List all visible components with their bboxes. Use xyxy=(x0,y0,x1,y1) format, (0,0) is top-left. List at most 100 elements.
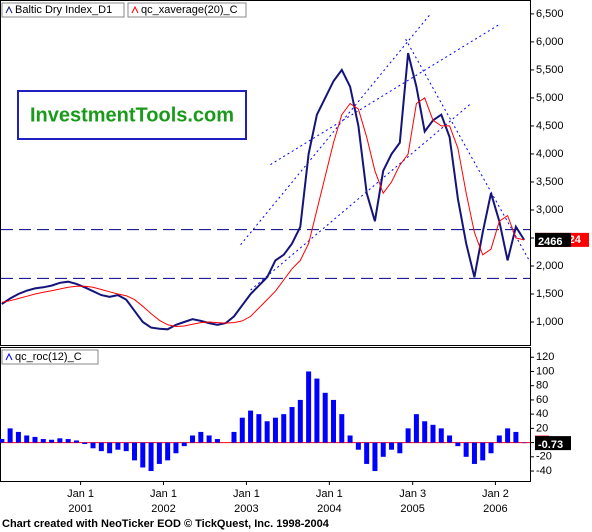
roc-bar xyxy=(355,442,361,450)
y-tick-label: 20 xyxy=(536,422,548,434)
roc-bar xyxy=(0,439,5,443)
x-tick-label: Jan 1 xyxy=(316,488,343,500)
roc-bar xyxy=(15,431,21,443)
series-line xyxy=(1,97,525,328)
roc-bar xyxy=(198,431,204,443)
roc-bar xyxy=(438,428,444,443)
x-tick-year: 2003 xyxy=(234,503,258,515)
x-tick-label: Jan 1 xyxy=(233,488,260,500)
x-tick-year: 2006 xyxy=(483,503,507,515)
roc-bar xyxy=(239,417,245,443)
roc-bar xyxy=(32,436,38,443)
roc-bar xyxy=(40,439,46,443)
roc-bar xyxy=(372,442,378,472)
y-tick-label: 100 xyxy=(536,365,554,377)
roc-bar xyxy=(173,442,179,454)
legend-label: Baltic Dry Index_D1 xyxy=(15,4,112,16)
x-tick-year: 2002 xyxy=(151,503,175,515)
roc-bar xyxy=(447,435,453,443)
roc-bar xyxy=(90,442,96,449)
roc-bar xyxy=(73,440,79,443)
roc-bar xyxy=(389,442,395,450)
roc-bar xyxy=(231,431,237,443)
roc-bar xyxy=(430,424,436,443)
y-tick-label: 60 xyxy=(536,394,548,406)
main-panel xyxy=(0,0,531,346)
x-tick-label: Jan 1 xyxy=(150,488,177,500)
roc-bar xyxy=(405,428,411,443)
x-tick-year: 2005 xyxy=(400,503,424,515)
y-tick-label: 120 xyxy=(536,351,554,363)
legend-box xyxy=(1,2,125,18)
roc-bar xyxy=(281,414,287,443)
roc-bar xyxy=(422,421,428,443)
roc-bar xyxy=(156,442,162,464)
legend-icon xyxy=(5,352,13,361)
roc-bar xyxy=(214,439,220,443)
roc-bar xyxy=(364,442,370,464)
y-tick-label: 5,500 xyxy=(536,64,564,76)
roc-bar xyxy=(488,442,494,454)
last-value-tag xyxy=(535,232,571,247)
y-tick-label: 6,500 xyxy=(536,8,564,20)
legend-icon xyxy=(131,5,139,14)
roc-bar xyxy=(248,410,254,443)
y-tick-label: 1,000 xyxy=(536,316,564,328)
x-tick-label: Jan 2 xyxy=(482,488,509,500)
roc-bar xyxy=(463,442,469,457)
roc-bar xyxy=(521,442,527,444)
y-tick-label: 6,000 xyxy=(536,36,564,48)
y-tick-label: 4,000 xyxy=(536,148,564,160)
roc-bar xyxy=(165,442,171,461)
roc-bar xyxy=(505,428,511,443)
last-value-tag xyxy=(535,436,571,451)
legend-label: qc_xaverage(20)_C xyxy=(141,4,238,16)
roc-bar xyxy=(297,399,303,443)
roc-bar xyxy=(306,371,312,443)
y-tick-label: -20 xyxy=(536,451,552,463)
last-value-label: 2466 xyxy=(538,236,562,248)
roc-bar xyxy=(455,442,461,447)
logo: InvestmentTools.com xyxy=(30,104,234,126)
roc-bar xyxy=(264,421,270,443)
roc-bar xyxy=(272,417,278,443)
roc-bar xyxy=(330,399,336,443)
series-line xyxy=(1,52,526,331)
logo-box xyxy=(17,90,247,140)
x-tick-label: Jan 1 xyxy=(67,488,94,500)
roc-bar xyxy=(513,431,519,443)
roc-bar xyxy=(480,442,486,461)
roc-bar xyxy=(397,442,403,454)
x-tick-year: 2001 xyxy=(68,503,92,515)
roc-bar xyxy=(82,442,88,445)
roc-bar xyxy=(181,442,187,447)
roc-bar xyxy=(49,439,55,443)
legend-icon xyxy=(5,5,13,14)
y-tick-label: 80 xyxy=(536,380,548,392)
y-tick-label: 3,000 xyxy=(536,204,564,216)
y-tick-label: 2,000 xyxy=(536,260,564,272)
roc-bar xyxy=(314,378,320,443)
y-tick-label: -40 xyxy=(536,465,552,477)
y-tick-label: 40 xyxy=(536,408,548,420)
roc-bar xyxy=(131,442,137,461)
last-value-label: -0.73 xyxy=(538,439,563,451)
roc-bar xyxy=(57,438,63,443)
roc-bar xyxy=(206,435,212,443)
roc-bar xyxy=(123,442,129,452)
roc-bar xyxy=(496,435,502,443)
roc-bar xyxy=(24,435,30,443)
roc-bar xyxy=(98,442,104,452)
y-tick-label: 1,500 xyxy=(536,288,564,300)
roc-bar xyxy=(107,442,113,454)
legend-box xyxy=(1,349,99,365)
roc-bar xyxy=(115,442,121,450)
x-tick-label: Jan 3 xyxy=(399,488,426,500)
roc-bar xyxy=(140,442,146,468)
roc-bar xyxy=(148,442,154,472)
legend-label: qc_roc(12)_C xyxy=(15,351,82,363)
roc-bar xyxy=(413,414,419,443)
